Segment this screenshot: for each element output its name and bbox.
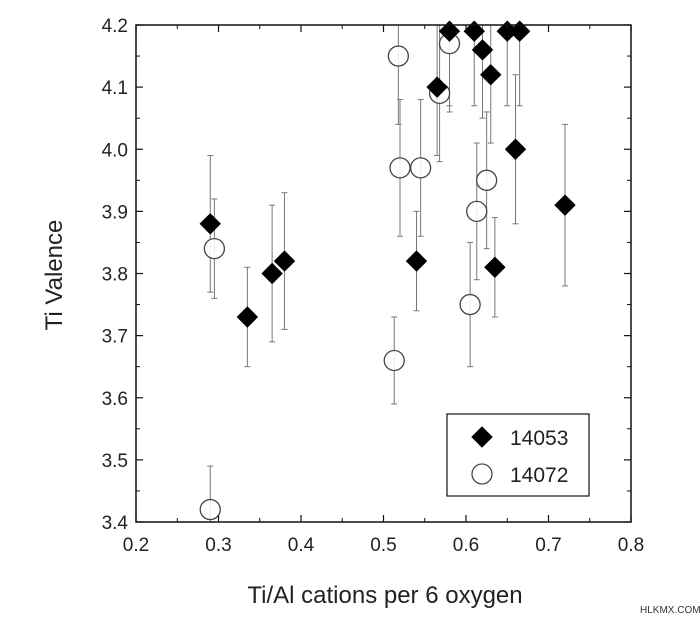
data-point-14053 bbox=[438, 20, 461, 42]
y-tick-label: 4.2 bbox=[102, 16, 128, 37]
x-tick-label: 0.4 bbox=[288, 535, 315, 556]
data-point-14053 bbox=[504, 138, 527, 160]
x-tick-label: 0.3 bbox=[205, 535, 231, 556]
legend: 14053 14072 bbox=[446, 413, 590, 497]
markers-layer bbox=[199, 20, 576, 521]
data-point-14072 bbox=[199, 498, 221, 521]
data-point-14072 bbox=[475, 169, 498, 191]
legend-label-14053: 14053 bbox=[510, 427, 568, 450]
data-point-14072 bbox=[383, 349, 405, 372]
x-tick-label: 0.5 bbox=[370, 535, 396, 556]
data-point-14072 bbox=[466, 200, 488, 223]
y-tick-label: 4.0 bbox=[102, 140, 128, 161]
y-tick-label: 3.6 bbox=[102, 389, 128, 410]
legend-marker-14072 bbox=[471, 463, 493, 485]
watermark: HLKMX.COM bbox=[640, 605, 700, 616]
data-point-14053 bbox=[471, 39, 494, 61]
y-tick-label: 3.9 bbox=[102, 202, 128, 223]
data-point-14053 bbox=[554, 194, 576, 216]
x-tick-label: 0.2 bbox=[123, 535, 149, 556]
y-tick-label: 4.1 bbox=[102, 78, 128, 99]
data-point-14053 bbox=[199, 213, 221, 235]
y-tick-label: 3.4 bbox=[102, 513, 129, 534]
data-point-14053 bbox=[236, 306, 259, 328]
data-point-14072 bbox=[387, 45, 410, 67]
data-point-14072 bbox=[459, 293, 481, 316]
y-axis-title: Ti Valence bbox=[41, 220, 68, 331]
data-point-14053 bbox=[261, 262, 283, 285]
data-point-14072 bbox=[409, 157, 432, 179]
y-tick-label: 3.5 bbox=[102, 451, 128, 472]
data-point-14072 bbox=[203, 237, 226, 260]
data-point-14053 bbox=[508, 20, 531, 42]
x-tick-label: 0.8 bbox=[618, 535, 644, 556]
legend-marker-14053 bbox=[471, 426, 493, 448]
data-point-14053 bbox=[480, 63, 502, 86]
x-axis-title: Ti/Al cations per 6 oxygen bbox=[247, 582, 522, 609]
y-tick-label: 3.7 bbox=[102, 327, 128, 348]
axis-ticks bbox=[135, 24, 632, 523]
legend-box bbox=[446, 413, 590, 497]
data-point-14053 bbox=[273, 250, 296, 272]
x-tick-label: 0.6 bbox=[453, 535, 479, 556]
data-point-14053 bbox=[484, 256, 506, 278]
data-point-14072 bbox=[389, 157, 411, 179]
legend-label-14072: 14072 bbox=[510, 464, 568, 487]
y-tick-label: 3.8 bbox=[102, 265, 128, 286]
legend-items: 14053 14072 bbox=[471, 426, 568, 487]
tick-labels: 0.2 0.3 0.4 0.5 0.6 0.7 0.8 3.4 3.5 3.6 3.7 3.8 3.9 4… bbox=[102, 16, 645, 556]
data-point-14053 bbox=[426, 76, 448, 98]
data-point-14053 bbox=[463, 20, 485, 42]
data-point-14053 bbox=[405, 250, 428, 272]
x-tick-label: 0.7 bbox=[535, 535, 561, 556]
